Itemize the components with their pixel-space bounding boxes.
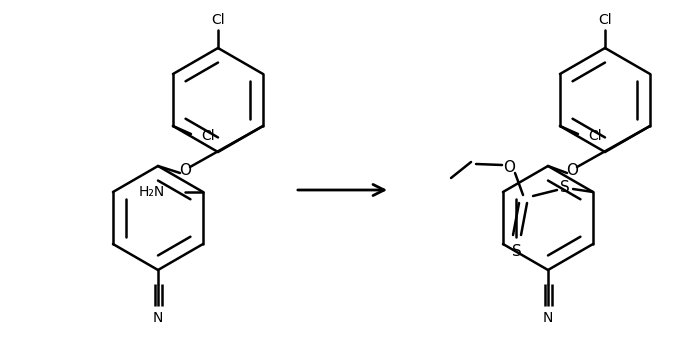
Text: Cl: Cl — [588, 129, 601, 143]
Text: N: N — [153, 311, 163, 325]
Text: S: S — [560, 180, 570, 195]
Text: O: O — [179, 162, 191, 177]
Text: H₂N: H₂N — [139, 185, 165, 199]
Text: N: N — [542, 311, 553, 325]
Text: O: O — [503, 160, 515, 175]
Text: O: O — [566, 162, 578, 177]
Text: Cl: Cl — [211, 13, 225, 27]
Text: Cl: Cl — [201, 129, 215, 143]
Text: Cl: Cl — [598, 13, 612, 27]
Text: S: S — [512, 243, 522, 258]
